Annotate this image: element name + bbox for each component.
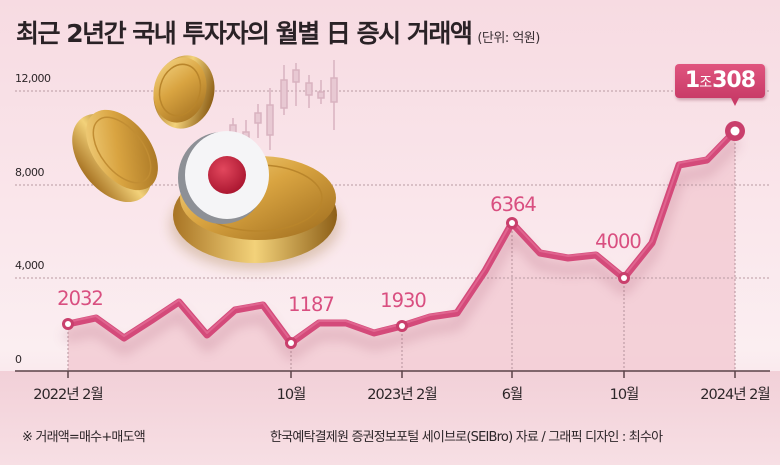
candlestick-decoration (229, 60, 338, 150)
x-tick-2022-02: 2022년 2월 (33, 387, 103, 403)
gold-coin-tilted-icon (72, 109, 158, 203)
unit-label: (단위: 억원) (477, 31, 540, 46)
x-tick-2024-02: 2024년 2월 (700, 387, 770, 403)
callout-suffix: 308 (712, 68, 756, 93)
footer-note: ※ 거래액=매수+매도액 (22, 430, 146, 445)
point-label-2032: 2032 (57, 287, 104, 310)
point-label-1930: 1930 (380, 289, 427, 312)
y-tick-12000: 12,000 (15, 72, 51, 85)
line-shadow (63, 138, 740, 360)
x-tick-2023-02: 2023년 2월 (367, 387, 437, 403)
chart-title: 최근 2년간 국내 투자자의 월별 日 증시 거래액 (단위: 억원) (16, 14, 540, 50)
y-tick-0: 0 (15, 353, 22, 366)
japan-flag-disc-icon (178, 131, 269, 224)
axis-band (0, 371, 780, 465)
x-tick-2023-10: 10월 (609, 387, 640, 403)
point-label-6364: 6364 (490, 193, 537, 216)
peak-callout: 1조308 (675, 64, 765, 106)
x-tick-2023-06: 6월 (501, 387, 524, 403)
footer-source: 한국예탁결제원 증권정보포털 세이브로(SEIBro) 자료 / 그래픽 디자인… (270, 430, 663, 445)
gold-coin-small-icon (153, 55, 215, 129)
data-markers (62, 121, 745, 349)
x-tick-2022-10: 10월 (276, 387, 307, 403)
point-label-4000: 4000 (595, 230, 642, 253)
callout-prefix: 1 (684, 68, 700, 93)
point-label-1187: 1187 (288, 293, 335, 316)
y-tick-4000: 4,000 (15, 259, 45, 272)
chart-title-text: 최근 2년간 국내 투자자의 월별 日 증시 거래액 (16, 19, 473, 48)
x-axis (15, 370, 770, 378)
y-tick-8000: 8,000 (15, 166, 45, 179)
callout-unit: 조 (699, 75, 713, 91)
